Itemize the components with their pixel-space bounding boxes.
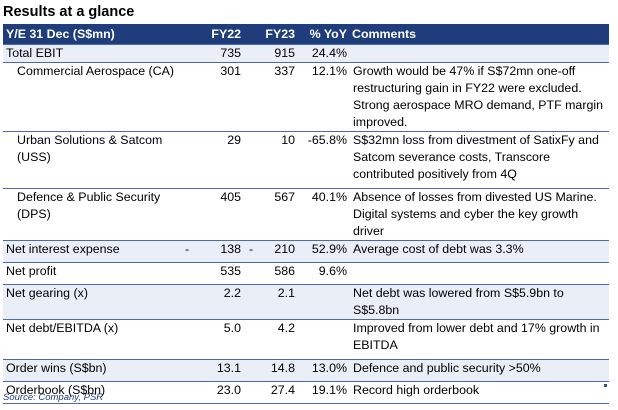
row-label: Order wins (S$bn): [3, 359, 179, 382]
row-order-wins: Order wins (S$bn) 13.1 14.8 13.0% Defenc…: [3, 359, 609, 382]
cell-fy23: 14.8: [243, 359, 297, 382]
cell-fy22: 29: [227, 133, 241, 147]
source-note: Source: Company, PSR: [3, 392, 104, 403]
cell-fy23: 915: [243, 44, 297, 63]
cell-yoy: -65.8%: [307, 133, 347, 147]
cell-yoy: 13.0%: [297, 359, 349, 382]
cell-fy22: 405: [220, 190, 241, 204]
cell-fy23: 4.2: [277, 321, 295, 335]
cell-comment: Growth would be 47% if S$72mn one-off re…: [353, 64, 603, 129]
cell-yoy: 19.1%: [311, 383, 347, 397]
row-orderbook: Orderbook (S$bn) 23.0 27.4 19.1% Record …: [3, 381, 609, 404]
cell-comment: Average cost of debt was 3.3%: [349, 240, 609, 263]
cell-comment: Record high orderbook: [353, 383, 480, 397]
cell-comment: Absence of losses from divested US Marin…: [353, 190, 597, 238]
row-label: Net profit: [6, 264, 57, 278]
cell-fy23: 586: [274, 264, 295, 278]
header-comments: Comments: [349, 24, 609, 45]
row-label: Total EBIT: [3, 44, 179, 63]
cell-comment: S$32mn loss from divestment of SatixFy a…: [353, 133, 599, 181]
row-defence: Defence & Public Security (DPS) 405 567 …: [3, 188, 609, 241]
table-title: Results at a glance: [3, 4, 135, 20]
row-label: Net gearing (x): [3, 284, 179, 320]
cell-fy22: 13.1: [179, 359, 243, 382]
row-label: Net debt/EBITDA (x): [6, 321, 119, 335]
row-label: Urban Solutions & Satcom (USS): [17, 133, 163, 164]
cell-yoy: 9.6%: [318, 264, 347, 278]
cell-fy22: 735: [179, 44, 243, 63]
cell-fy23: 337: [274, 64, 295, 78]
cell-fy23-value: 210: [274, 242, 295, 256]
row-label: Orderbook (S$bn): [6, 383, 106, 397]
row-net-interest: Net interest expense -138 -210 52.9% Ave…: [3, 240, 609, 263]
cell-fy22: 2.2: [179, 284, 243, 320]
row-net-profit: Net profit 535 586 9.6%: [3, 262, 609, 285]
header-period: Y/E 31 Dec (S$mn): [3, 24, 179, 45]
row-label: Defence & Public Security (DPS): [17, 190, 161, 221]
cell-yoy: 12.1%: [311, 64, 347, 78]
cell-comment: Defence and public security >50%: [349, 359, 609, 382]
cell-fy22-value: 138: [220, 242, 241, 256]
cell-yoy: [297, 320, 349, 360]
cell-fy22: - 138: [179, 240, 243, 263]
cell-yoy: 24.4%: [297, 44, 349, 63]
header-yoy: % YoY: [297, 24, 349, 45]
cell-fy22: 5.0: [223, 321, 241, 335]
cell-fy23: 10: [281, 133, 295, 147]
cell-yoy: 52.9%: [297, 240, 349, 263]
row-total-ebit: Total EBIT 735 915 24.4%: [3, 44, 609, 63]
results-table: Y/E 31 Dec (S$mn) FY22 FY23 % YoY Commen…: [3, 24, 609, 404]
resize-handle-icon: [604, 384, 607, 387]
row-urban-solutions: Urban Solutions & Satcom (USS) 29 10 -65…: [3, 131, 609, 189]
cell-yoy: [297, 284, 349, 320]
cell-comment: Improved from lower debt and 17% growth …: [353, 321, 600, 352]
cell-comment: [349, 263, 609, 285]
cell-fy22: 535: [220, 264, 241, 278]
cell-fy23: 2.1: [243, 284, 297, 320]
cell-yoy: 40.1%: [311, 190, 347, 204]
row-net-gearing: Net gearing (x) 2.2 2.1 Net debt was low…: [3, 284, 609, 320]
cell-comment: [349, 44, 609, 63]
header-row: Y/E 31 Dec (S$mn) FY22 FY23 % YoY Commen…: [3, 24, 609, 45]
cell-fy22: 301: [220, 64, 241, 78]
neg-sign: -: [185, 242, 190, 256]
header-fy22: FY22: [179, 24, 243, 45]
cell-fy22: 23.0: [216, 383, 241, 397]
row-commercial-aerospace: Commercial Aerospace (CA) 301 337 12.1% …: [3, 62, 609, 132]
cell-fy23: - 210: [243, 240, 297, 263]
header-fy23: FY23: [243, 24, 297, 45]
cell-fy23: 567: [274, 190, 295, 204]
row-label: Commercial Aerospace (CA): [17, 64, 174, 78]
row-label: Net interest expense: [3, 240, 179, 263]
cell-comment: Net debt was lowered from S$5.9bn to S$5…: [349, 284, 609, 320]
row-net-debt-ebitda: Net debt/EBITDA (x) 5.0 4.2 Improved fro…: [3, 319, 609, 360]
cell-fy23: 27.4: [270, 383, 295, 397]
neg-sign: -: [249, 242, 254, 256]
